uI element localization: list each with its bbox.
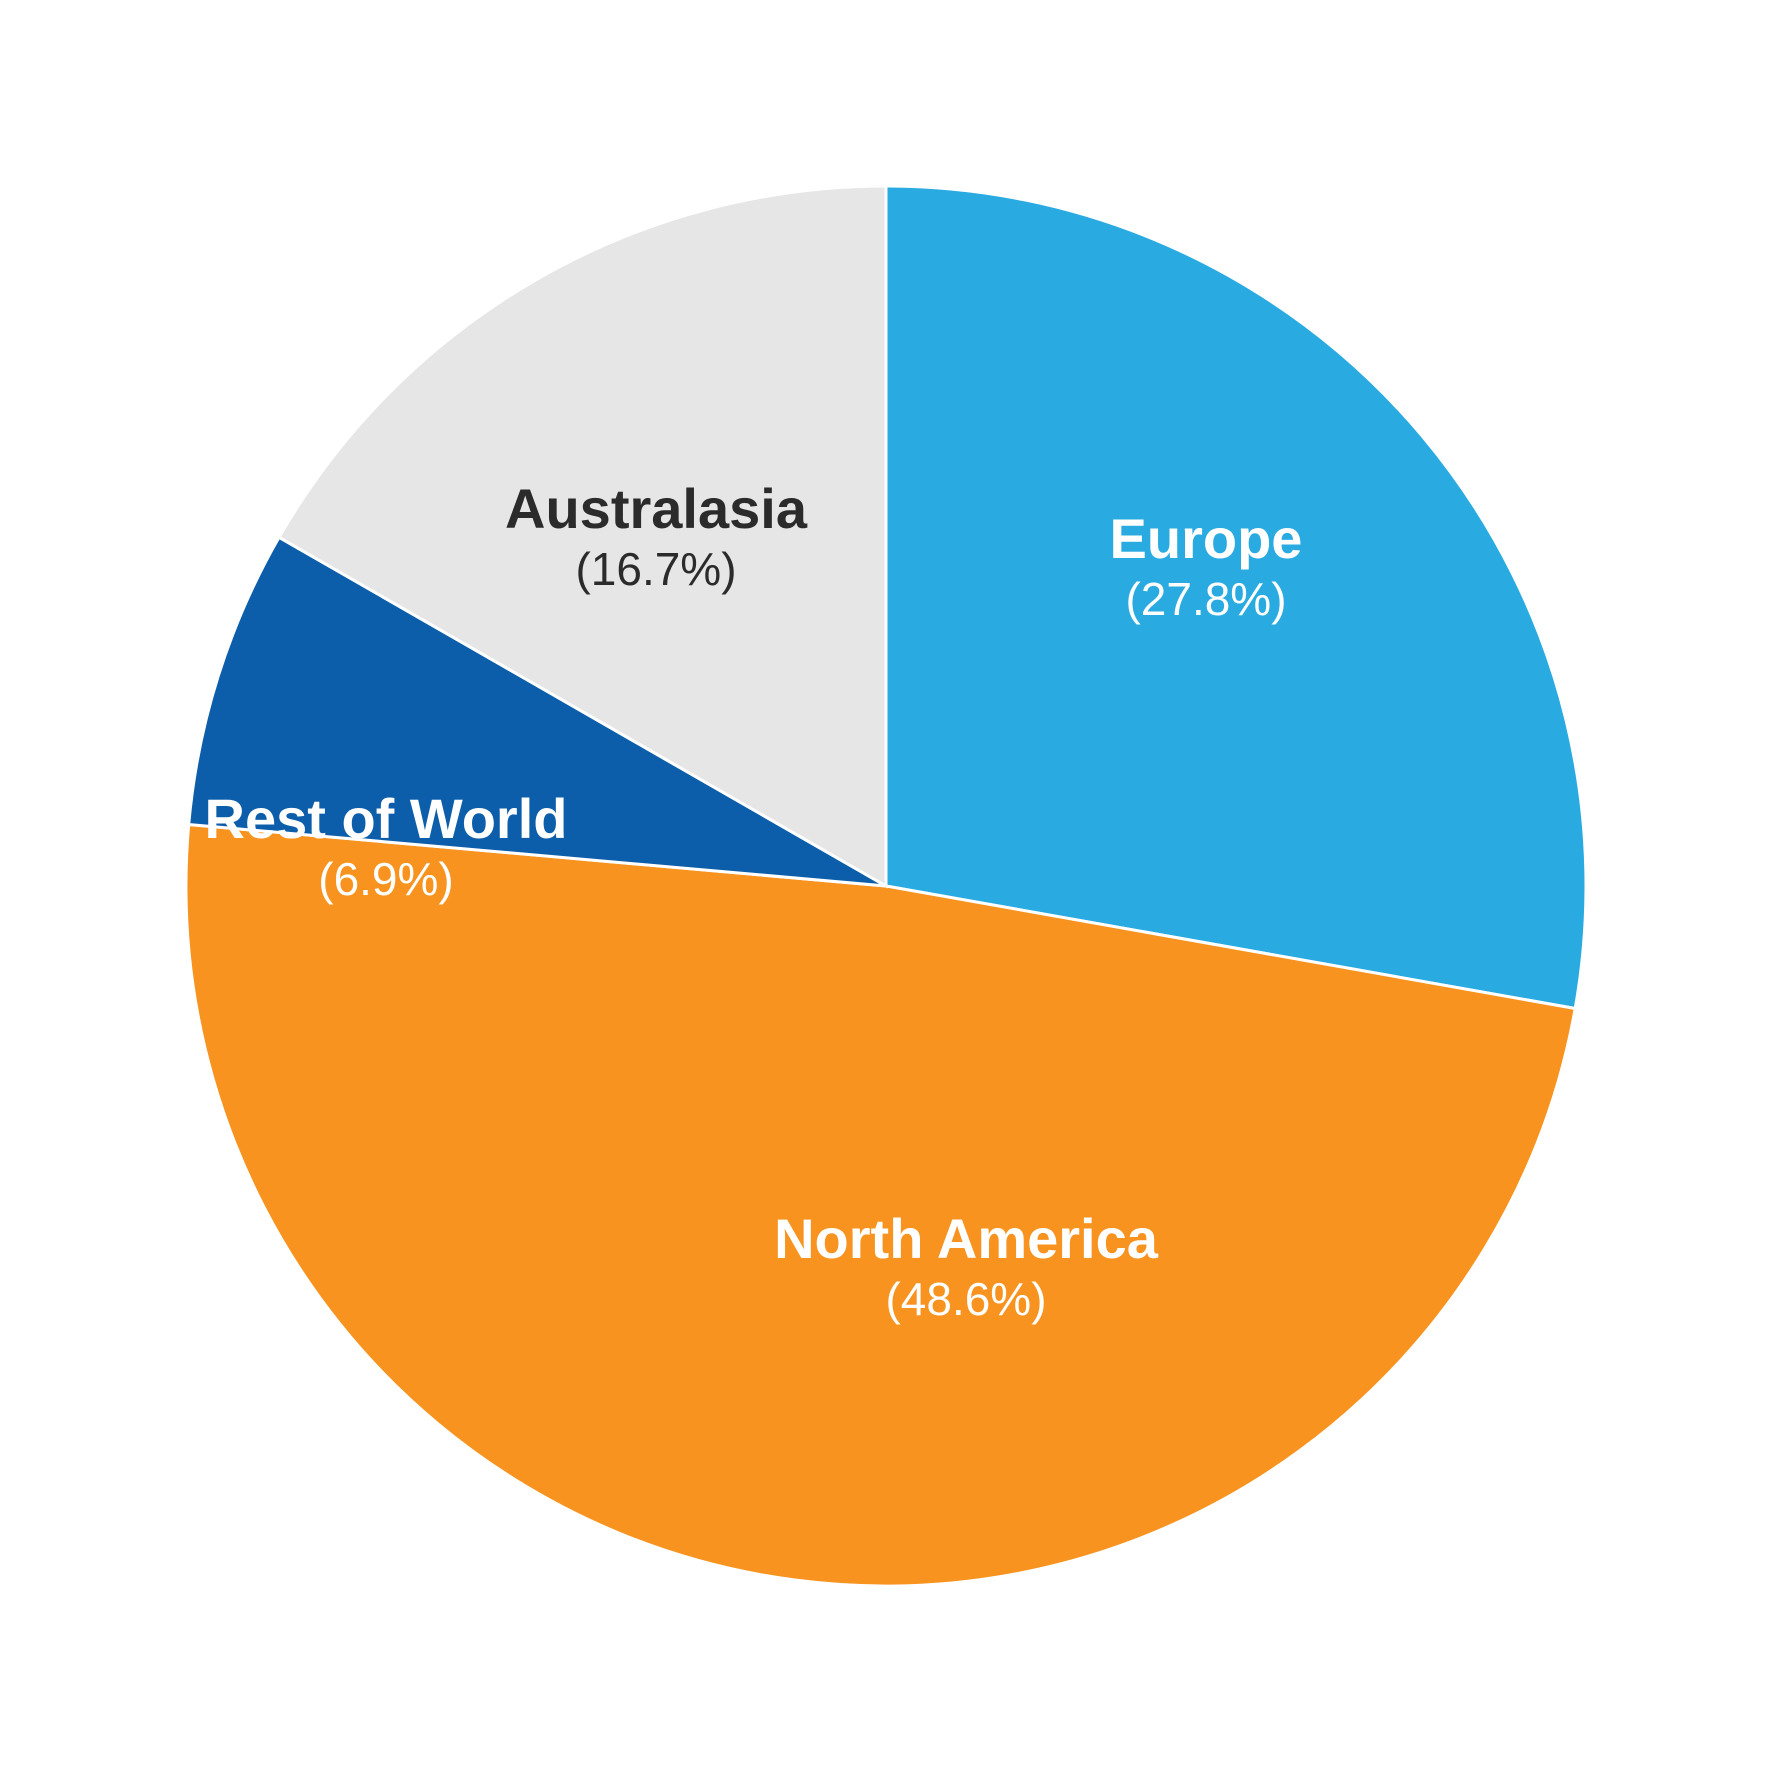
slice-name: North America (774, 1205, 1158, 1272)
slice-name: Australasia (505, 475, 807, 542)
slice-percent: (48.6%) (774, 1272, 1158, 1327)
pie-chart: Europe(27.8%) North America(48.6%) Rest of… (86, 86, 1686, 1686)
slice-percent: (27.8%) (1110, 572, 1303, 627)
slice-label: North America(48.6%) (774, 1205, 1158, 1327)
slice-label: Rest of World(6.9%) (205, 785, 568, 907)
slice-label: Australasia(16.7%) (505, 475, 807, 597)
slice-label: Europe(27.8%) (1110, 505, 1303, 627)
slice-percent: (16.7%) (505, 542, 807, 597)
slice-name: Europe (1110, 505, 1303, 572)
slice-percent: (6.9%) (205, 852, 568, 907)
slice-name: Rest of World (205, 785, 568, 852)
